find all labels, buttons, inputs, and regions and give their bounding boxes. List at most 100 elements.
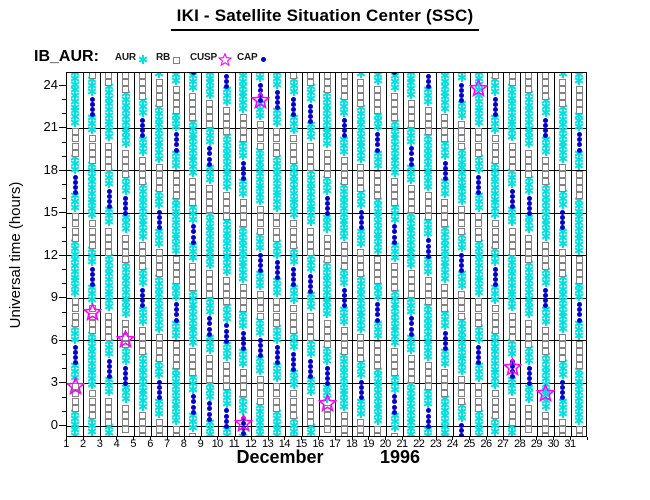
aur-marker	[91, 342, 94, 352]
aur-marker	[208, 73, 211, 78]
aur-marker	[175, 148, 178, 158]
aur-marker	[276, 158, 278, 168]
rb-marker	[222, 192, 230, 200]
rb-marker	[239, 291, 247, 299]
aur-marker	[141, 363, 144, 373]
cap-marker	[492, 282, 498, 288]
rb-marker	[222, 199, 230, 207]
aur-marker	[511, 264, 514, 274]
rb-marker	[508, 234, 516, 242]
cusp-star-marker	[502, 357, 523, 377]
cap-marker	[492, 101, 498, 107]
cap-marker	[140, 123, 146, 129]
cap-marker	[492, 271, 498, 277]
cap-marker	[560, 380, 566, 386]
x-axis-year-label: 1996	[368, 447, 432, 468]
cap-marker	[476, 174, 482, 180]
x-tick-label: 15	[293, 438, 310, 450]
rb-marker	[458, 376, 466, 384]
aur-marker	[511, 205, 514, 215]
aur-marker	[460, 190, 463, 200]
cap-marker	[190, 73, 196, 75]
v-gridline	[234, 73, 236, 436]
rb-marker	[273, 142, 281, 150]
rb-marker	[340, 347, 348, 355]
cap-marker	[106, 369, 112, 375]
v-gridline	[150, 73, 152, 436]
aur-marker	[74, 419, 77, 429]
aur-marker	[578, 212, 581, 222]
aur-marker	[276, 413, 278, 423]
aur-marker	[108, 258, 110, 268]
aur-marker	[108, 252, 110, 262]
rb-marker	[122, 73, 130, 79]
aur-marker	[410, 253, 413, 263]
aur-marker	[91, 194, 94, 204]
aur-marker	[444, 347, 446, 357]
rb-marker	[71, 220, 79, 228]
rb-marker	[390, 100, 398, 107]
aur-marker	[124, 212, 127, 222]
cap-marker	[308, 103, 314, 109]
aur-marker	[360, 147, 362, 157]
cap-marker	[526, 381, 532, 387]
aur-marker	[427, 143, 430, 153]
rb-marker	[474, 397, 482, 405]
cap-marker	[526, 371, 532, 377]
aur-marker	[393, 123, 396, 133]
aur-marker	[544, 225, 547, 235]
cap-marker	[408, 156, 414, 162]
x-tick-label: 19	[360, 438, 377, 450]
aur-marker	[74, 90, 77, 100]
rb-marker	[357, 262, 365, 270]
aur-marker	[528, 133, 530, 143]
rb-marker	[508, 397, 516, 405]
rb-marker	[424, 376, 432, 384]
cap-marker	[392, 73, 398, 75]
cap-marker	[425, 423, 431, 429]
aur-marker	[158, 73, 161, 78]
aur-marker	[427, 166, 430, 176]
rb-marker	[357, 340, 365, 348]
aur-marker	[108, 422, 110, 432]
cap-marker	[207, 146, 213, 152]
aur-marker	[91, 125, 94, 135]
cap-marker	[89, 112, 95, 118]
aur-marker	[578, 239, 581, 249]
rb-marker	[273, 149, 281, 157]
aur-marker	[292, 251, 295, 261]
aur-marker	[242, 268, 245, 278]
x-tick-label: 17	[326, 438, 343, 450]
cap-marker	[358, 390, 364, 396]
aur-marker	[393, 129, 396, 139]
aur-marker	[528, 180, 530, 190]
cap-marker	[476, 179, 482, 185]
aur-marker	[326, 394, 329, 404]
aur-marker	[444, 405, 446, 415]
rb-marker	[458, 220, 466, 228]
aur-marker	[74, 197, 77, 207]
x-axis-tick	[166, 437, 168, 440]
cap-marker	[509, 188, 515, 194]
rb-marker	[474, 404, 482, 412]
rb-marker	[222, 298, 230, 306]
aur-marker	[343, 108, 346, 118]
rb-marker	[189, 369, 197, 377]
aur-marker	[124, 309, 127, 319]
aur-marker	[427, 351, 430, 361]
aur-marker	[242, 258, 245, 268]
rb-marker	[155, 170, 163, 178]
aur-marker	[74, 413, 77, 423]
rb-marker	[71, 149, 79, 157]
aur-marker	[544, 304, 547, 314]
cap-marker	[140, 133, 146, 139]
v-gridline	[368, 73, 370, 436]
aur-marker	[360, 370, 362, 380]
cap-marker	[123, 365, 129, 371]
aur-marker	[309, 167, 312, 177]
aur-marker	[276, 238, 278, 248]
cap-marker	[240, 335, 246, 341]
aur-marker	[410, 162, 413, 172]
cap-marker	[207, 331, 213, 337]
aur-marker	[494, 380, 497, 390]
